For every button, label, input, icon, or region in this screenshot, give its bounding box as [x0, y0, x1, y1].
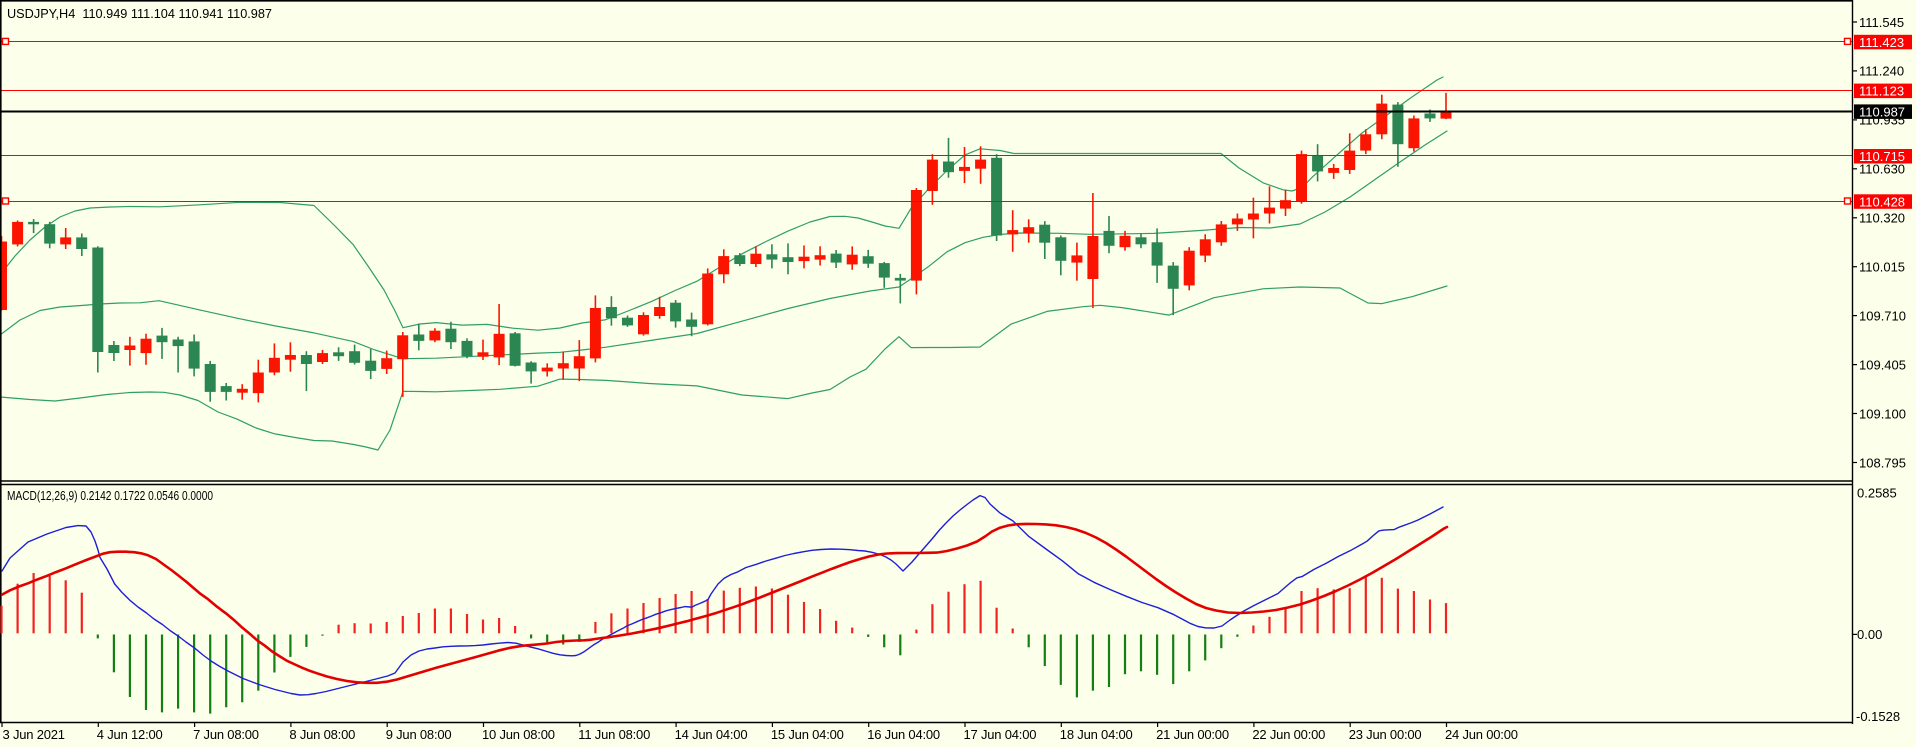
svg-text:18 Jun 04:00: 18 Jun 04:00: [1060, 727, 1133, 742]
svg-text:USDJPY,H4 110.949 111.104 110: USDJPY,H4 110.949 111.104 110.941 110.98…: [7, 6, 272, 21]
svg-text:0.00: 0.00: [1857, 627, 1882, 642]
svg-text:4 Jun 12:00: 4 Jun 12:00: [97, 727, 163, 742]
svg-text:111.423: 111.423: [1859, 35, 1904, 50]
svg-text:109.710: 109.710: [1859, 308, 1906, 323]
svg-text:110.987: 110.987: [1859, 104, 1905, 119]
svg-text:8 Jun 08:00: 8 Jun 08:00: [289, 727, 355, 742]
svg-text:MACD(12,26,9) 0.2142 0.1722 0.: MACD(12,26,9) 0.2142 0.1722 0.0546 0.000…: [7, 488, 213, 503]
svg-text:3 Jun 2021: 3 Jun 2021: [3, 727, 65, 742]
svg-text:-0.1528: -0.1528: [1856, 709, 1900, 724]
svg-text:16 Jun 04:00: 16 Jun 04:00: [867, 727, 940, 742]
svg-text:0.2585: 0.2585: [1857, 486, 1897, 501]
svg-text:111.545: 111.545: [1859, 15, 1904, 30]
svg-text:108.795: 108.795: [1859, 455, 1906, 470]
svg-text:110.630: 110.630: [1859, 162, 1905, 177]
svg-text:111.240: 111.240: [1859, 64, 1904, 79]
svg-text:10 Jun 08:00: 10 Jun 08:00: [482, 727, 555, 742]
svg-text:110.015: 110.015: [1859, 260, 1905, 275]
svg-text:24 Jun 00:00: 24 Jun 00:00: [1445, 727, 1518, 742]
svg-text:15 Jun 04:00: 15 Jun 04:00: [771, 727, 844, 742]
svg-text:110.715: 110.715: [1859, 149, 1905, 164]
svg-text:7 Jun 08:00: 7 Jun 08:00: [193, 727, 259, 742]
svg-text:109.100: 109.100: [1859, 406, 1906, 421]
svg-text:22 Jun 00:00: 22 Jun 00:00: [1252, 727, 1325, 742]
svg-text:17 Jun 04:00: 17 Jun 04:00: [964, 727, 1037, 742]
svg-text:111.123: 111.123: [1859, 84, 1904, 99]
svg-text:110.320: 110.320: [1859, 211, 1905, 226]
svg-text:23 Jun 00:00: 23 Jun 00:00: [1349, 727, 1422, 742]
svg-text:9 Jun 08:00: 9 Jun 08:00: [386, 727, 452, 742]
svg-text:14 Jun 04:00: 14 Jun 04:00: [675, 727, 748, 742]
svg-text:11 Jun 08:00: 11 Jun 08:00: [578, 727, 650, 742]
svg-text:110.428: 110.428: [1859, 194, 1905, 209]
svg-text:21 Jun 00:00: 21 Jun 00:00: [1156, 727, 1229, 742]
svg-text:109.405: 109.405: [1859, 357, 1906, 372]
